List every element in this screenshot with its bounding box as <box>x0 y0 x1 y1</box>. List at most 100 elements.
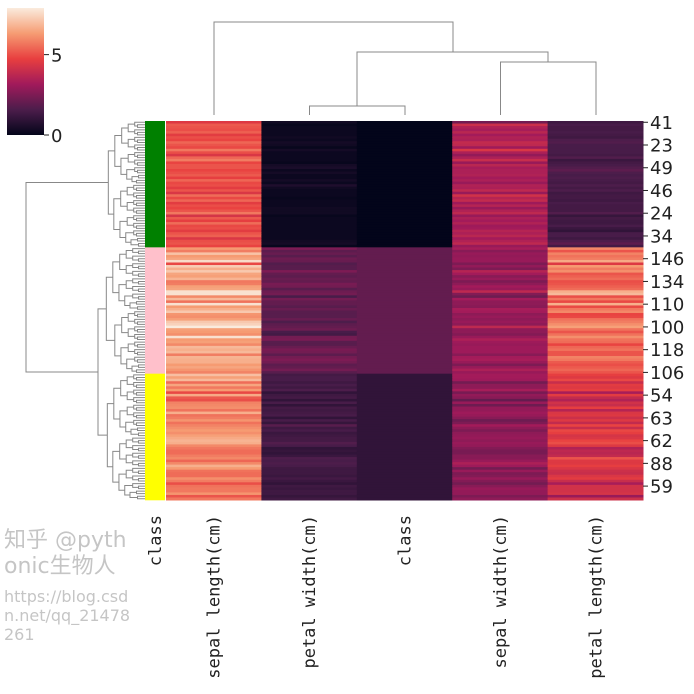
heatmap-cell <box>547 401 644 405</box>
heatmap-cell <box>356 222 453 226</box>
heatmap-cell <box>356 449 453 453</box>
heatmap-cell <box>261 441 358 445</box>
heatmap-cell <box>547 421 644 425</box>
heatmap-cell <box>166 381 262 385</box>
heatmap-cell <box>356 151 453 155</box>
heatmap-cell <box>356 393 453 397</box>
heatmap-cell <box>547 191 644 195</box>
row-tick-label: 118 <box>650 340 684 361</box>
heatmap-cell <box>452 297 549 301</box>
heatmap-cell <box>356 492 453 496</box>
heatmap-cell <box>166 363 262 367</box>
heatmap-cell <box>547 290 644 294</box>
heatmap-cell <box>166 161 262 165</box>
dendrogram-link <box>132 248 145 253</box>
heatmap-cell <box>356 169 453 173</box>
heatmap-cell <box>261 353 358 357</box>
heatmap-cell <box>166 247 262 251</box>
heatmap-cell <box>166 191 262 195</box>
dendrogram-link <box>132 263 145 269</box>
dendrogram-link <box>132 293 145 299</box>
heatmap-cell <box>166 403 262 408</box>
heatmap-cell <box>452 421 549 425</box>
heatmap-cell <box>547 141 644 145</box>
heatmap-cell <box>356 494 453 498</box>
heatmap-cell <box>547 393 644 397</box>
heatmap-cell <box>261 446 358 450</box>
heatmap-cell <box>166 313 262 317</box>
heatmap-cell <box>452 409 549 413</box>
row-tick-label: 59 <box>650 477 673 498</box>
heatmap-cell <box>452 340 549 344</box>
heatmap-cell <box>452 350 549 354</box>
heatmap-cell <box>166 126 262 130</box>
column-dendrogram <box>213 21 597 115</box>
heatmap-cell <box>452 335 549 339</box>
heatmap-cell <box>547 462 644 466</box>
heatmap-cell <box>356 477 453 481</box>
heatmap-cell <box>166 179 262 183</box>
dendrogram-link <box>132 452 145 458</box>
heatmap-cell <box>547 201 644 205</box>
heatmap-cell <box>261 267 358 271</box>
heatmap-cell <box>547 383 644 387</box>
heatmap-cell <box>452 343 549 347</box>
heatmap-cell <box>452 376 549 380</box>
heatmap-cell <box>452 426 549 430</box>
heatmap-cell <box>261 494 358 498</box>
heatmap-cell <box>356 305 453 309</box>
heatmap-cell <box>452 325 549 329</box>
dendrogram-link <box>213 21 454 115</box>
heatmap-cell <box>166 429 262 433</box>
row-color-block <box>145 121 165 248</box>
heatmap-cell <box>166 361 262 365</box>
heatmap-cell <box>356 323 453 327</box>
heatmap-cell <box>261 270 358 274</box>
heatmap-cell <box>261 214 358 218</box>
heatmap-cell <box>356 156 453 160</box>
heatmap-cell <box>166 330 262 334</box>
heatmap-cell <box>261 153 358 157</box>
heatmap-cell <box>261 176 358 180</box>
heatmap-cell <box>261 378 358 382</box>
heatmap-cell <box>547 277 644 281</box>
heatmap-cell <box>452 353 549 357</box>
heatmap-cell <box>166 181 262 185</box>
dendrogram-link <box>138 432 145 437</box>
dendrogram-link <box>134 136 145 142</box>
dendrogram-link <box>132 278 145 284</box>
heatmap-cell <box>452 244 549 248</box>
heatmap-cell <box>452 436 549 440</box>
heatmap-cell <box>261 325 358 329</box>
dendrogram-link <box>132 445 145 450</box>
heatmap-cell <box>356 128 453 132</box>
heatmap-cell <box>261 254 358 258</box>
heatmap-cell <box>166 494 262 498</box>
heatmap-cell <box>452 492 549 496</box>
heatmap-cell <box>547 224 644 228</box>
heatmap-cell <box>261 444 358 448</box>
heatmap-cell <box>547 171 644 175</box>
column-labels: class sepal length(cm) petal width(cm) clas… <box>146 515 606 679</box>
heatmap-cell <box>452 141 549 145</box>
heatmap-cell <box>547 489 644 493</box>
heatmap-cell <box>547 282 644 286</box>
row-tick-label: 88 <box>650 454 673 475</box>
heatmap-cell <box>261 366 358 370</box>
heatmap-cell <box>166 194 262 198</box>
dendrogram-link <box>136 422 145 426</box>
heatmap-cell <box>356 439 453 443</box>
heatmap-cell <box>452 242 549 246</box>
heatmap-cell <box>547 121 644 125</box>
heatmap-cell <box>356 472 453 476</box>
dendrogram-link <box>132 270 145 276</box>
heatmap-cell <box>356 363 453 367</box>
heatmap-cell <box>166 254 262 258</box>
heatmap-cell <box>547 451 644 456</box>
heatmap-cell <box>547 194 644 198</box>
heatmap-cell <box>261 409 358 413</box>
heatmap-cell <box>547 494 644 498</box>
heatmap-cell <box>261 381 358 385</box>
heatmap-cell <box>452 169 549 173</box>
dendrogram-link <box>137 344 145 348</box>
